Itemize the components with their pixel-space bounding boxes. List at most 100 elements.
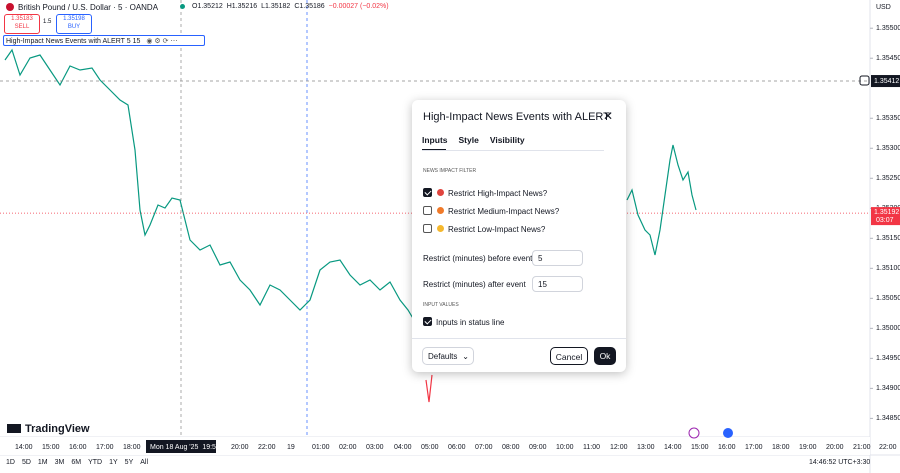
tabs: Inputs Style Visibility <box>422 135 525 145</box>
x-tick-label: 11:00 <box>583 444 600 451</box>
x-tick-label: 20:00 <box>231 444 249 451</box>
y-tick-label: 1.35250 <box>876 175 900 182</box>
close: C1.35186 <box>294 3 325 10</box>
currency: USD <box>876 4 891 11</box>
range-button[interactable]: 6M <box>71 459 82 466</box>
ohlc: O1.35212 H1.35216 L1.35182 C1.35186 −0.00027… <box>192 3 389 10</box>
y-tick-label: 1.35300 <box>876 145 900 152</box>
x-tick-label: 16:00 <box>718 444 736 451</box>
x-tick-label: 18:00 <box>123 444 141 451</box>
range-bar: 1D 5D 1M 3M 6M YTD 1Y 5Y All <box>6 459 148 466</box>
checkbox[interactable] <box>423 188 432 197</box>
open: O1.35212 <box>192 3 223 10</box>
x-tick-label: 05:00 <box>421 444 439 451</box>
crosshair-price-box <box>871 75 900 88</box>
impact-dot <box>437 225 444 232</box>
y-tick-label: 1.35050 <box>876 295 900 302</box>
range-button[interactable]: 1D <box>6 459 15 466</box>
impact-dot <box>437 189 444 196</box>
y-tick-label: 1.35450 <box>876 55 900 62</box>
x-tick-label: 19:00 <box>799 444 817 451</box>
spread: 1.5 <box>43 19 52 25</box>
logo-mark <box>7 424 21 433</box>
range-button[interactable]: 1Y <box>109 459 118 466</box>
crosshair-time: Mon 18 Aug '25 19:50 <box>150 444 220 451</box>
y-tick-label: 1.34900 <box>876 385 900 392</box>
x-tick-label: 08:00 <box>502 444 520 451</box>
high: H1.35216 <box>226 3 258 10</box>
x-tick-label: 04:00 <box>394 444 412 451</box>
after-input[interactable]: 15 <box>532 276 583 292</box>
indicator-name: High-Impact News Events with ALERT 5 15 <box>6 38 141 45</box>
dialog-title: High-Impact News Events with ALERT <box>423 111 610 123</box>
cancel-button[interactable]: Cancel <box>550 347 588 365</box>
checkbox[interactable] <box>423 317 432 326</box>
checkbox[interactable] <box>423 224 432 233</box>
y-tick-label: 1.35000 <box>876 325 900 332</box>
tab[interactable]: Style <box>458 135 479 145</box>
range-button[interactable]: 5D <box>21 459 31 466</box>
x-tick-label: 22:00 <box>258 444 276 451</box>
last-price: 1.35192 <box>874 209 899 216</box>
x-tick-label: 18:00 <box>772 444 790 451</box>
ok-button[interactable]: Ok <box>594 347 616 365</box>
range-button[interactable]: YTD <box>88 459 103 466</box>
symbol: British Pound / U.S. Dollar · 5 · OANDA <box>18 3 159 12</box>
x-tick-label: 19 <box>287 444 295 451</box>
footer-divider <box>412 338 626 339</box>
countdown: 03:07 <box>876 217 894 224</box>
buy-button[interactable]: 1.35198 BUY <box>56 14 92 34</box>
tab[interactable]: Visibility <box>489 135 525 145</box>
x-tick-label: 09:00 <box>529 444 547 451</box>
flag-icon <box>6 3 14 11</box>
change: −0.00027 (−0.02%) <box>328 3 389 10</box>
close-button[interactable]: ✕ <box>603 109 614 123</box>
price-line <box>4 48 415 321</box>
x-tick-label: 07:00 <box>475 444 493 451</box>
crosshair-price: 1.35412 <box>874 78 899 85</box>
y-tick-label: 1.34950 <box>876 355 900 362</box>
x-tick-label: 20:00 <box>826 444 844 451</box>
range-button[interactable]: 1M <box>37 459 48 466</box>
sell-label: SELL <box>14 24 30 30</box>
before-input[interactable]: 5 <box>532 250 583 266</box>
section-header: INPUT VALUES <box>423 302 459 308</box>
crosshair-plus[interactable] <box>859 75 870 86</box>
after-label: Restrict (minutes) after event <box>423 280 526 289</box>
market-status <box>180 4 185 9</box>
y-tick-label: 1.35100 <box>876 265 900 272</box>
crosshair-time-box <box>146 440 216 453</box>
x-tick-label: 06:00 <box>448 444 466 451</box>
before-label: Restrict (minutes) before event <box>423 254 533 263</box>
y-tick-label: 1.34850 <box>876 415 900 422</box>
x-tick-label: 15:00 <box>691 444 709 451</box>
tab[interactable]: Inputs <box>422 135 448 145</box>
status-label: Inputs in status line <box>436 318 505 327</box>
defaults-button[interactable]: Defaults ⌄ <box>422 347 474 365</box>
x-tick-label: 14:00 <box>15 444 33 451</box>
event-icon[interactable] <box>688 427 700 439</box>
x-tick-label: 13:00 <box>637 444 655 451</box>
x-tick-label: 03:00 <box>366 444 384 451</box>
x-tick-label: 15:00 <box>42 444 60 451</box>
range-button[interactable]: 5Y <box>124 459 134 466</box>
checkbox[interactable] <box>423 206 432 215</box>
buy-price: 1.35198 <box>63 16 85 22</box>
indicator-legend[interactable]: High-Impact News Events with ALERT 5 15 ◉… <box>3 35 205 46</box>
option-label: Restrict Medium-Impact News? <box>448 207 560 216</box>
sell-price: 1.35183 <box>11 16 33 22</box>
impact-dot <box>437 207 444 214</box>
last-price-box <box>871 207 900 226</box>
event-flag[interactable] <box>723 428 733 438</box>
low: L1.35182 <box>261 3 291 10</box>
x-tick-label: 16:00 <box>69 444 87 451</box>
range-button[interactable]: 3M <box>54 459 65 466</box>
x-tick-label: 02:00 <box>339 444 357 451</box>
sell-button[interactable]: 1.35183 SELL <box>4 14 40 34</box>
x-tick-label: 17:00 <box>745 444 763 451</box>
option-label: Restrict Low-Impact News? <box>448 225 546 234</box>
x-tick-label: 21:00 <box>853 444 871 451</box>
range-button[interactable]: All <box>140 459 149 466</box>
